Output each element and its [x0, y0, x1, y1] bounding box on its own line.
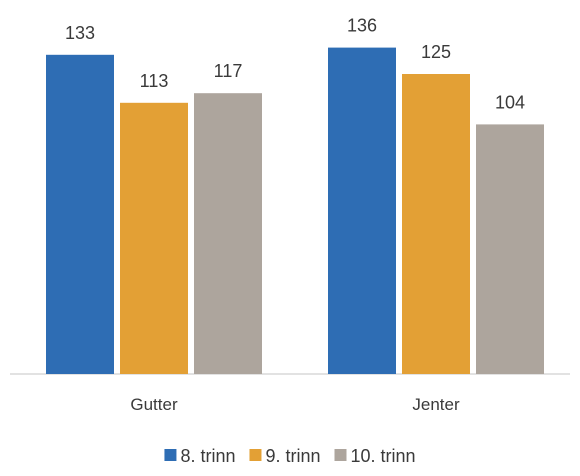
data-label-gutter-3: 117: [214, 61, 243, 81]
legend-swatch-3: [334, 449, 347, 461]
legend-label-3: 10. trinn: [351, 446, 416, 466]
category-label-jenter: Jenter: [412, 395, 460, 414]
data-label-jenter-3: 104: [495, 92, 525, 112]
bar-jenter-1: [328, 47, 396, 374]
data-label-jenter-2: 125: [421, 42, 451, 62]
legend-swatch-2: [249, 449, 262, 461]
bar-jenter-3: [476, 124, 544, 375]
bar-gutter-3: [194, 93, 262, 374]
bar-jenter-2: [402, 74, 470, 374]
legend-label-1: 8. trinn: [180, 446, 235, 466]
bar-gutter-1: [46, 54, 114, 375]
data-label-jenter-1: 136: [347, 16, 377, 36]
data-label-gutter-1: 133: [65, 23, 95, 43]
data-label-gutter-2: 113: [140, 71, 169, 91]
category-label-gutter: Gutter: [130, 395, 178, 414]
bar-gutter-2: [120, 102, 188, 375]
legend-label-2: 9. trinn: [265, 446, 320, 466]
legend-swatch-1: [164, 449, 177, 461]
